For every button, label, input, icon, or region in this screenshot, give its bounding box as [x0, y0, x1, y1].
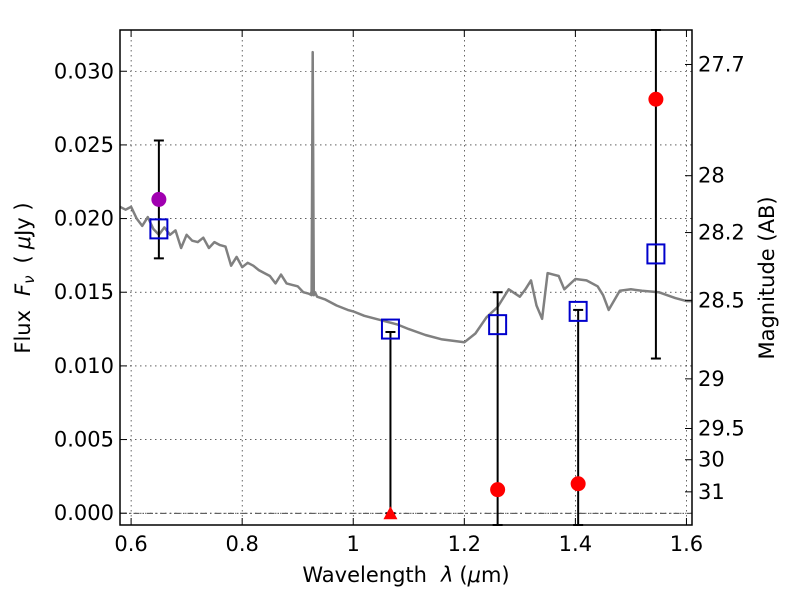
observed-point: [570, 476, 586, 492]
observed-upper-limit-triangle: [383, 506, 398, 520]
x-tick-label: 1.6: [670, 532, 703, 556]
y-tick-label: 0.025: [54, 133, 114, 157]
y2-tick-label: 28.5: [698, 288, 745, 312]
grid-lines: [120, 30, 692, 525]
x-axis-ticks: 0.6 0.8 1 1.2 1.4 1.6: [114, 30, 703, 556]
plot-frame: [119, 29, 693, 526]
y-tick-label: 0.030: [54, 59, 114, 83]
spectrum-line: [119, 50, 692, 344]
model-photometry-square: [488, 314, 508, 336]
y-axis-label: FluxFν(μJy ): [11, 202, 38, 353]
observed-point: [490, 482, 506, 498]
error-bars: [153, 29, 661, 526]
y2-tick-label: 30: [698, 448, 725, 472]
x-tick-label: 1.2: [448, 532, 481, 556]
x-tick-label: 0.8: [225, 532, 258, 556]
x-tick-label: 1: [347, 532, 360, 556]
y2-tick-label: 28: [698, 164, 725, 188]
model-photometry-square: [646, 243, 666, 265]
observed-point: [151, 191, 167, 207]
model-photometry-square: [149, 218, 169, 240]
x-tick-label: 0.6: [114, 532, 147, 556]
y2-tick-label: 27.7: [698, 52, 745, 76]
y-tick-label: 0.000: [54, 501, 114, 525]
y2-tick-label: 29: [698, 367, 725, 391]
y-tick-label: 0.005: [54, 428, 114, 452]
y-tick-label: 0.020: [54, 207, 114, 231]
y-tick-label: 0.010: [54, 354, 114, 378]
observed-points: [151, 91, 664, 520]
x-tick-label: 1.4: [559, 532, 592, 556]
model-photometry-square: [568, 300, 588, 322]
y2-tick-label: 29.5: [698, 417, 745, 441]
y2-axis-ticks: 27.7 28 28.2 28.5 29 29.5 30 31: [685, 52, 745, 504]
model-photometry-square: [380, 318, 400, 340]
x-axis-label: Wavelength λ (μm): [302, 563, 509, 587]
y2-tick-label: 28.2: [698, 221, 745, 245]
y-tick-label: 0.015: [54, 280, 114, 304]
y2-tick-label: 31: [698, 480, 725, 504]
model-points: [149, 218, 666, 340]
y-axis-ticks: 0.000 0.005 0.010 0.015 0.020 0.025 0.030: [54, 59, 127, 525]
observed-point: [648, 91, 664, 107]
model-spectrum: [119, 50, 692, 344]
y2-axis-label: Magnitude (AB): [755, 196, 779, 359]
